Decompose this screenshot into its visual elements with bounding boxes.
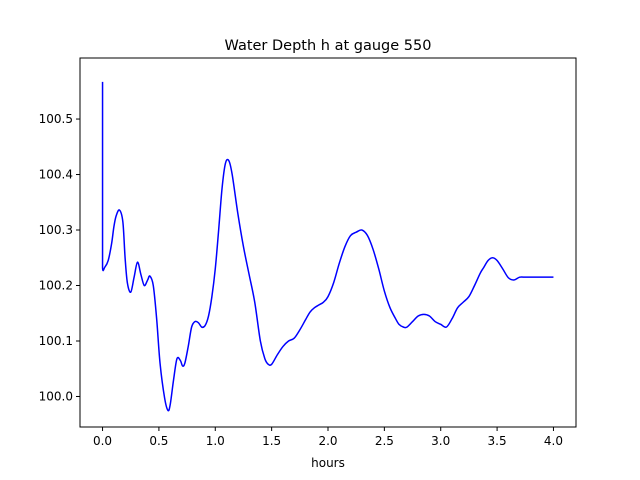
x-axis: 0.0 0.5 1.0 1.5 2.0 2.5 3.0 3.5 4.0 bbox=[93, 427, 563, 448]
y-axis: 100.0 100.1 100.2 100.3 100.4 100.5 bbox=[39, 112, 80, 403]
x-tick-label: 2.0 bbox=[318, 434, 337, 448]
y-tick-label: 100.3 bbox=[39, 223, 73, 237]
x-tick-label: 1.0 bbox=[206, 434, 225, 448]
y-tick-label: 100.5 bbox=[39, 112, 73, 126]
x-tick-label: 2.5 bbox=[375, 434, 394, 448]
y-tick-label: 100.0 bbox=[39, 389, 73, 403]
x-tick-label: 0.0 bbox=[93, 434, 112, 448]
y-tick-label: 100.1 bbox=[39, 334, 73, 348]
x-tick-label: 3.0 bbox=[431, 434, 450, 448]
x-tick-label: 0.5 bbox=[149, 434, 168, 448]
series-line bbox=[101, 81, 554, 412]
y-tick-label: 100.4 bbox=[39, 168, 73, 182]
y-tick-label: 100.2 bbox=[39, 279, 73, 293]
axes-frame bbox=[79, 57, 577, 428]
chart-title: Water Depth h at gauge 550 bbox=[225, 38, 432, 54]
x-axis-label: hours bbox=[311, 456, 345, 470]
x-tick-label: 1.5 bbox=[262, 434, 281, 448]
x-tick-label: 4.0 bbox=[544, 434, 563, 448]
plot-area bbox=[101, 81, 554, 412]
x-tick-label: 3.5 bbox=[488, 434, 507, 448]
